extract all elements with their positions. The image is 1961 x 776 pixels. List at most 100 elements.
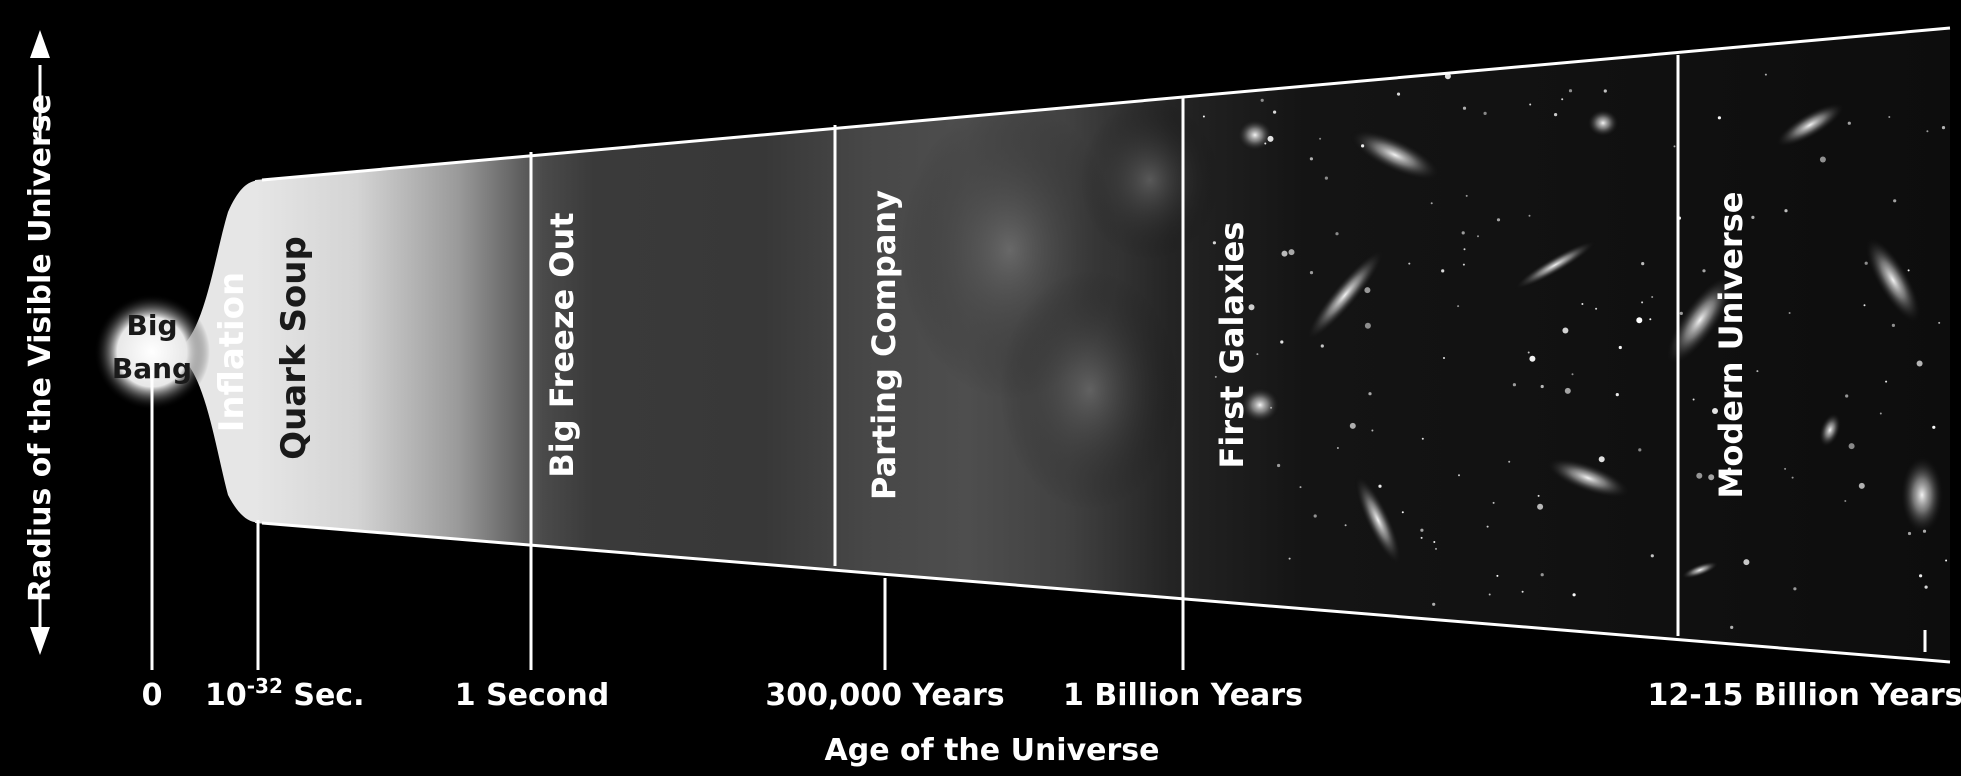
star-dot (1320, 344, 1324, 348)
cone-outline (261, 26, 1951, 664)
star-dot (1847, 121, 1851, 125)
star-dot (1888, 116, 1891, 118)
star-dot (1708, 474, 1715, 481)
star-dot (1581, 303, 1584, 305)
star-dot (1313, 514, 1317, 518)
galaxy-shape (1237, 119, 1273, 151)
inflation-bell (180, 180, 262, 523)
time-label-1-billion-years: 1 Billion Years (1063, 678, 1303, 713)
star-dot (1321, 58, 1325, 63)
arrow-down-icon (30, 627, 50, 655)
star-dot (1554, 113, 1558, 117)
star-dot (1784, 209, 1788, 213)
star-dot (1368, 392, 1372, 396)
galaxy-shape (1305, 248, 1385, 342)
star-dot (1336, 447, 1339, 449)
star-dot (1696, 472, 1703, 479)
star-dot (1443, 357, 1445, 359)
galaxy-field (900, 58, 1948, 647)
star-dot (1788, 312, 1791, 314)
star-dot (1907, 269, 1910, 272)
era-big-bang-line2: Bang (112, 352, 192, 385)
star-dot (1529, 355, 1536, 362)
star-dot (1848, 443, 1855, 450)
era-quark-soup-label: Quark Soup (274, 236, 314, 460)
star-dot (1492, 501, 1495, 504)
star-dot (1919, 574, 1923, 578)
time-label-10-32-sec: 10-32 Sec. (205, 674, 364, 713)
era-modern-universe-label: Modern Universe (1712, 192, 1750, 499)
star-dot (1938, 321, 1941, 324)
star-dot (1483, 111, 1487, 115)
star-dot (1858, 482, 1865, 489)
star-dot (1465, 194, 1468, 197)
star-dot (1319, 137, 1322, 140)
star-dot (1751, 215, 1755, 219)
star-dot (1941, 126, 1946, 130)
star-dot (1945, 559, 1948, 562)
star-dot (1863, 304, 1866, 307)
star-dot (1540, 384, 1544, 389)
star-dot (1433, 541, 1436, 543)
star-dot (1361, 144, 1365, 148)
star-dot (1641, 301, 1644, 304)
star-dot (1572, 593, 1576, 597)
star-dot (1673, 145, 1676, 148)
star-dot (1845, 394, 1849, 398)
star-dot (1528, 214, 1531, 217)
galaxy-shape (1681, 561, 1719, 579)
galaxy-shape (1864, 235, 1922, 325)
star-dot (1441, 269, 1445, 273)
star-dot (1462, 106, 1467, 110)
star-dot (1432, 602, 1436, 606)
time-label-0: 0 (142, 678, 163, 713)
star-dot (1730, 625, 1734, 630)
time-label-base: 10 (205, 678, 247, 713)
star-dot (1496, 574, 1499, 577)
star-dot (1819, 156, 1826, 163)
star-dot (1924, 585, 1928, 589)
star-dot (1893, 199, 1897, 203)
star-dot (1727, 467, 1731, 471)
big-bang-glow (94, 294, 210, 410)
star-dot (1636, 317, 1643, 324)
star-dot (1281, 250, 1288, 257)
star-dot (1267, 135, 1274, 142)
star-dot (1335, 232, 1339, 236)
galaxy-shape (1587, 109, 1619, 137)
galaxy-shape (1774, 102, 1846, 148)
star-dot (1508, 460, 1511, 463)
galaxy-shape (1240, 387, 1280, 423)
star-dot (1764, 73, 1767, 76)
galaxy-shape (1818, 412, 1842, 448)
star-dot (1641, 262, 1645, 266)
star-dot (1512, 383, 1516, 387)
star-dot (1598, 456, 1605, 463)
star-dot (1692, 398, 1695, 401)
star-dot (1378, 484, 1382, 488)
star-dot (1420, 528, 1424, 532)
star-dot (1280, 340, 1284, 344)
star-dot (1548, 642, 1552, 647)
star-dot (1477, 235, 1479, 238)
star-dot (1420, 536, 1423, 539)
star-dot (1299, 486, 1302, 489)
star-dot (1496, 218, 1501, 222)
haze-blob (1000, 270, 1180, 510)
star-dot (1649, 318, 1652, 321)
star-dot (1401, 511, 1404, 514)
star-dot (1537, 503, 1544, 510)
star-dot (1891, 323, 1895, 327)
star-dot (1220, 352, 1223, 355)
star-dot (1202, 115, 1205, 118)
star-dot (1540, 573, 1544, 577)
time-label-1-second: 1 Second (455, 678, 610, 713)
galaxy-shape (1354, 474, 1402, 566)
era-boundaries (256, 55, 1680, 670)
time-ticks (150, 370, 1927, 670)
star-dot (1411, 59, 1414, 61)
star-dot (1256, 353, 1259, 356)
star-dot (1461, 231, 1465, 235)
star-dot (1729, 470, 1732, 473)
